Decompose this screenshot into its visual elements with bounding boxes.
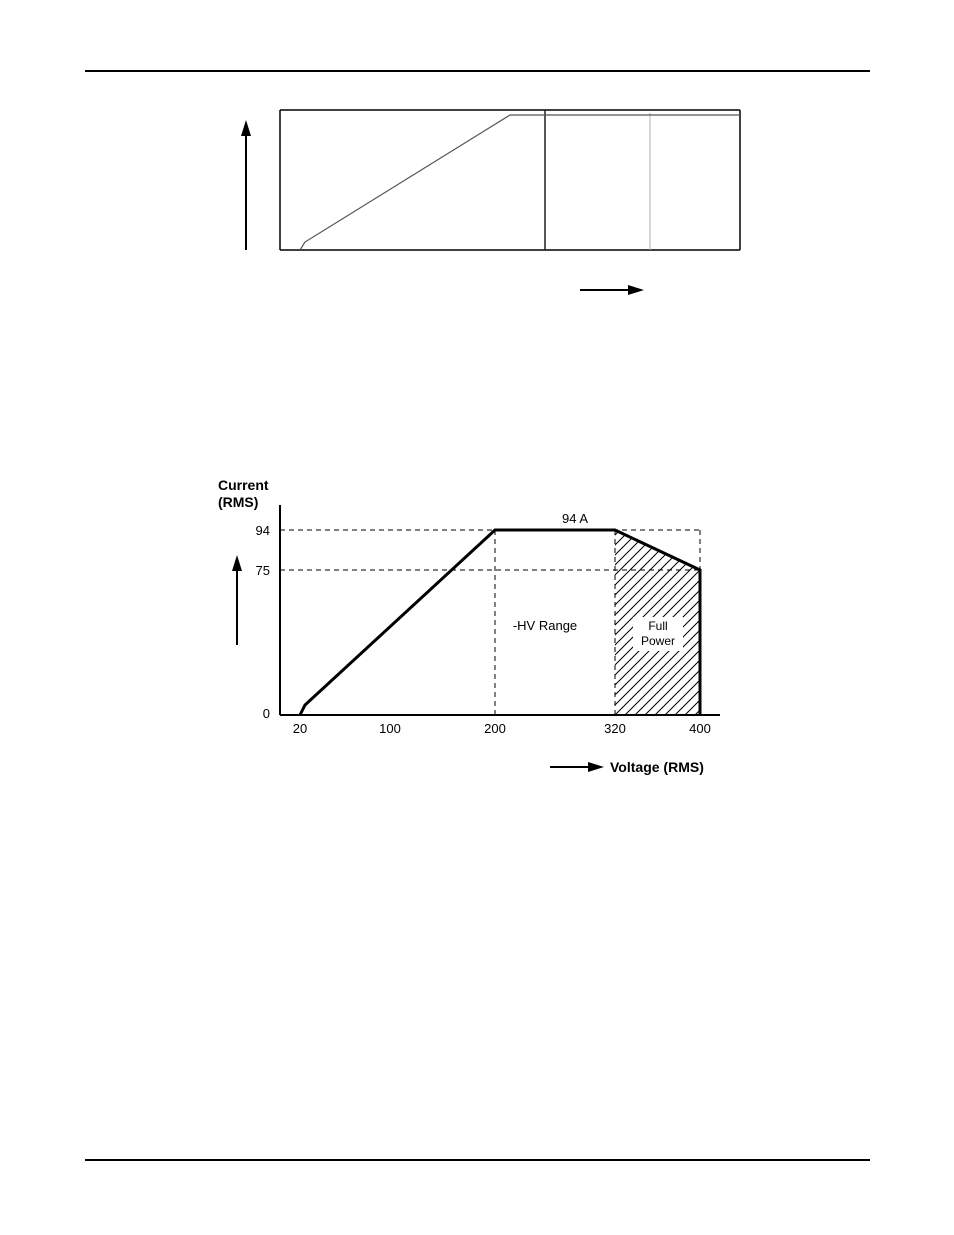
chart2-xtick-200: 200 <box>484 721 506 736</box>
chart2-y-arrow-head <box>232 555 242 571</box>
chart-2: 94 75 0 20 100 200 320 400 94 A -HV Rang… <box>195 475 755 795</box>
chart2-ylabel-2: (RMS) <box>218 494 258 510</box>
chart2-ylabel-1: Current <box>218 477 269 493</box>
chart-2-svg: 94 75 0 20 100 200 320 400 94 A -HV Rang… <box>195 475 755 795</box>
bottom-rule <box>85 1159 870 1161</box>
page: 94 75 0 20 100 200 320 400 94 A -HV Rang… <box>0 0 954 1235</box>
chart2-x-arrow-head <box>588 762 604 772</box>
chart2-xtick-400: 400 <box>689 721 711 736</box>
chart2-peak-label: 94 A <box>562 511 588 526</box>
chart2-range-label: -HV Range <box>513 618 577 633</box>
chart2-ytick-94: 94 <box>256 523 270 538</box>
chart1-y-arrow-head <box>241 120 251 136</box>
chart2-fullpower-1: Full <box>648 619 667 633</box>
chart2-xtick-320: 320 <box>604 721 626 736</box>
chart1-curve <box>300 115 740 250</box>
chart2-ytick-0: 0 <box>263 706 270 721</box>
chart-1 <box>210 90 770 320</box>
chart2-ytick-75: 75 <box>256 563 270 578</box>
top-rule <box>85 70 870 72</box>
chart2-xtick-100: 100 <box>379 721 401 736</box>
chart2-xtick-20: 20 <box>293 721 307 736</box>
chart2-fullpower-2: Power <box>641 634 675 648</box>
chart2-xlabel: Voltage (RMS) <box>610 759 704 775</box>
chart1-x-arrow-head <box>628 285 644 295</box>
chart-1-svg <box>210 90 770 320</box>
